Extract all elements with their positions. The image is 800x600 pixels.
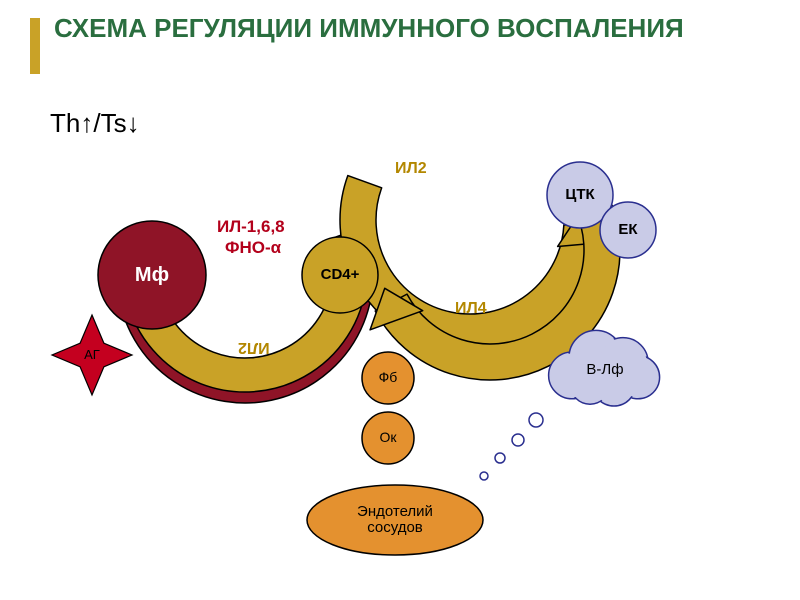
node-ok: Ок [362,430,414,445]
edge-label-fnoa: ФНО-α [225,238,281,258]
node-ag: АГ [52,348,132,362]
node-ctk: ЦТК [547,187,613,204]
edge-label-il4: ИЛ4 [455,300,487,318]
node-fb: Фб [362,370,414,385]
edge-label-il2b: ИЛ2 [395,160,427,178]
title-bar: СХЕМА РЕГУЛЯЦИИ ИММУННОГО ВОСПАЛЕНИЯ [30,14,770,44]
node-blf: В-Лф [545,362,665,379]
node-endo: Эндотелий сосудов [307,504,483,537]
edge-label-il168: ИЛ-1,6,8 [217,217,285,237]
subtitle: Th↑/Ts↓ [50,108,140,139]
edge-label-il2a: ИЛ2 [238,338,270,356]
node-mf: Мф [98,264,206,286]
node-cd4: CD4+ [302,267,378,284]
title-accent [30,18,40,74]
node-ek: ЕК [600,222,656,239]
page-title: СХЕМА РЕГУЛЯЦИИ ИММУННОГО ВОСПАЛЕНИЯ [54,14,770,44]
